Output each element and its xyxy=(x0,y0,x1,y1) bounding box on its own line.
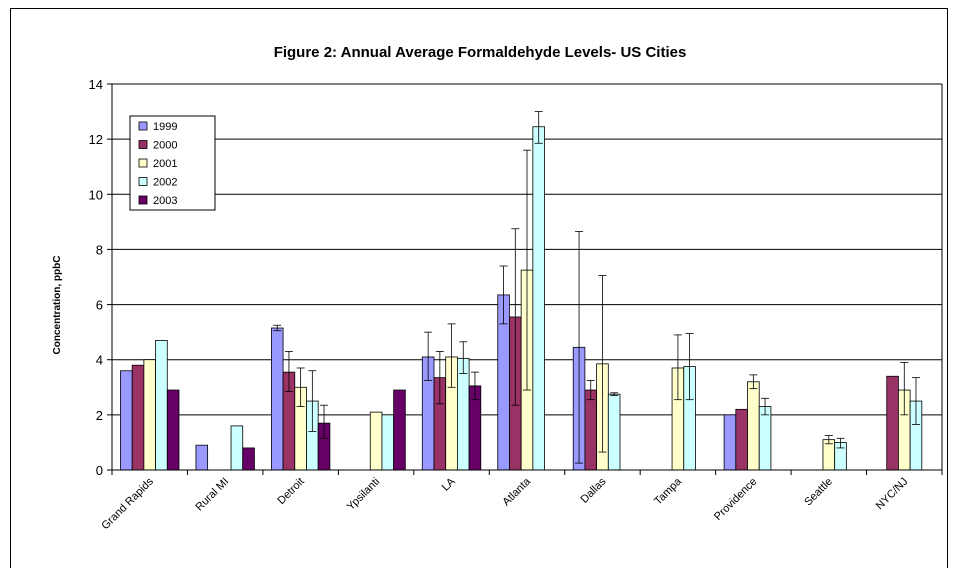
x-tick-label: Rural MI xyxy=(193,476,231,514)
bar-2003 xyxy=(393,389,406,471)
legend-swatch-2000 xyxy=(138,140,148,149)
error-bar-2000 xyxy=(511,228,520,406)
error-bar-2001 xyxy=(824,435,833,445)
error-bar-2002 xyxy=(685,333,694,401)
bar-2002 xyxy=(230,425,244,471)
legend-label-1999: 1999 xyxy=(153,121,177,133)
bar-1999 xyxy=(723,414,737,471)
bar-1999 xyxy=(270,327,284,471)
bar-2003 xyxy=(242,447,255,471)
bar-2000 xyxy=(886,375,899,471)
x-tick-label: Tampa xyxy=(652,475,684,507)
x-axis-labels: Grand Rapids Rural MI Detroit Ypsilanti LA At… xyxy=(99,469,943,532)
bar-2000 xyxy=(584,389,598,471)
chart-frame xyxy=(10,8,948,568)
x-tick-label: Ypsilanti xyxy=(345,476,382,513)
bar-2000 xyxy=(131,364,145,471)
x-tick-label: Providence xyxy=(712,476,759,523)
error-bar-2002 xyxy=(911,377,920,425)
error-bar-2003 xyxy=(470,371,479,401)
bar-2001 xyxy=(369,411,383,471)
error-bar-2001 xyxy=(673,334,682,401)
bar-2002 xyxy=(456,357,470,471)
bar-2002 xyxy=(381,414,395,471)
legend-label-2002: 2002 xyxy=(153,177,177,189)
bar-2003 xyxy=(166,389,180,471)
legend: 1999 2000 2001 2002 2003 xyxy=(129,115,216,211)
error-bar-2002 xyxy=(761,397,770,416)
error-bar-2002 xyxy=(459,341,468,374)
y-tick-label: 14 xyxy=(89,77,103,92)
bar-2001 xyxy=(747,381,760,471)
y-tick-label: 8 xyxy=(96,242,103,257)
error-bar-2001 xyxy=(749,374,758,390)
y-tick-label: 0 xyxy=(96,463,103,478)
error-bar-2001 xyxy=(598,275,607,453)
y-axis-ticks: 0 2 4 6 8 10 12 14 xyxy=(89,77,112,478)
x-tick-label: NYC/NJ xyxy=(874,476,911,513)
error-bar-1999 xyxy=(499,265,508,325)
legend-label-2003: 2003 xyxy=(153,195,177,207)
error-bar-2003 xyxy=(320,404,329,439)
x-tick-label: Grand Rapids xyxy=(99,475,156,532)
y-axis-label: Concentration, ppbC xyxy=(52,256,63,355)
error-bar-2001 xyxy=(900,362,909,416)
y-tick-label: 6 xyxy=(96,298,103,313)
error-bar-2002 xyxy=(534,111,543,144)
legend-swatch-2002 xyxy=(138,177,148,186)
bar-1999 xyxy=(195,444,209,471)
x-tick-label: Seattle xyxy=(802,476,835,509)
legend-swatch-2003 xyxy=(138,195,148,205)
error-bar-2000 xyxy=(435,351,444,405)
error-bar-1999 xyxy=(424,331,433,381)
y-tick-label: 12 xyxy=(89,132,103,147)
error-bar-2002 xyxy=(836,437,845,449)
bar-2001 xyxy=(822,439,836,471)
chart-title: Figure 2: Annual Average Formaldehyde Le… xyxy=(274,44,687,61)
bar-2002 xyxy=(607,393,621,471)
legend-label-2001: 2001 xyxy=(153,158,177,170)
bar-1999 xyxy=(120,370,133,471)
y-tick-label: 10 xyxy=(89,187,103,202)
error-bar-2002 xyxy=(308,370,317,432)
bar-2002 xyxy=(758,406,772,471)
error-bar-2001 xyxy=(523,149,531,391)
bar-2002 xyxy=(532,126,545,471)
error-bar-2002 xyxy=(610,392,619,396)
error-bar-2000 xyxy=(284,351,293,392)
legend-swatch-2001 xyxy=(138,158,148,168)
error-bar-2001 xyxy=(447,323,456,388)
bar-2002 xyxy=(155,340,168,471)
error-bar-1999 xyxy=(575,231,584,464)
error-bar-2001 xyxy=(296,367,305,407)
bars xyxy=(120,126,923,471)
legend-swatch-1999 xyxy=(138,121,148,131)
x-tick-label: LA xyxy=(440,475,458,493)
error-bar-2000 xyxy=(586,379,595,401)
bar-2001 xyxy=(143,359,156,471)
x-tick-label: Dallas xyxy=(578,475,608,505)
y-tick-label: 2 xyxy=(96,408,103,423)
error-bars xyxy=(273,111,920,464)
legend-label-2000: 2000 xyxy=(153,140,177,152)
x-tick-label: Atlanta xyxy=(500,475,533,508)
y-tick-label: 4 xyxy=(96,353,103,368)
error-bar-1999 xyxy=(273,324,282,332)
x-tick-label: Detroit xyxy=(275,476,306,507)
bar-2000 xyxy=(735,408,748,471)
